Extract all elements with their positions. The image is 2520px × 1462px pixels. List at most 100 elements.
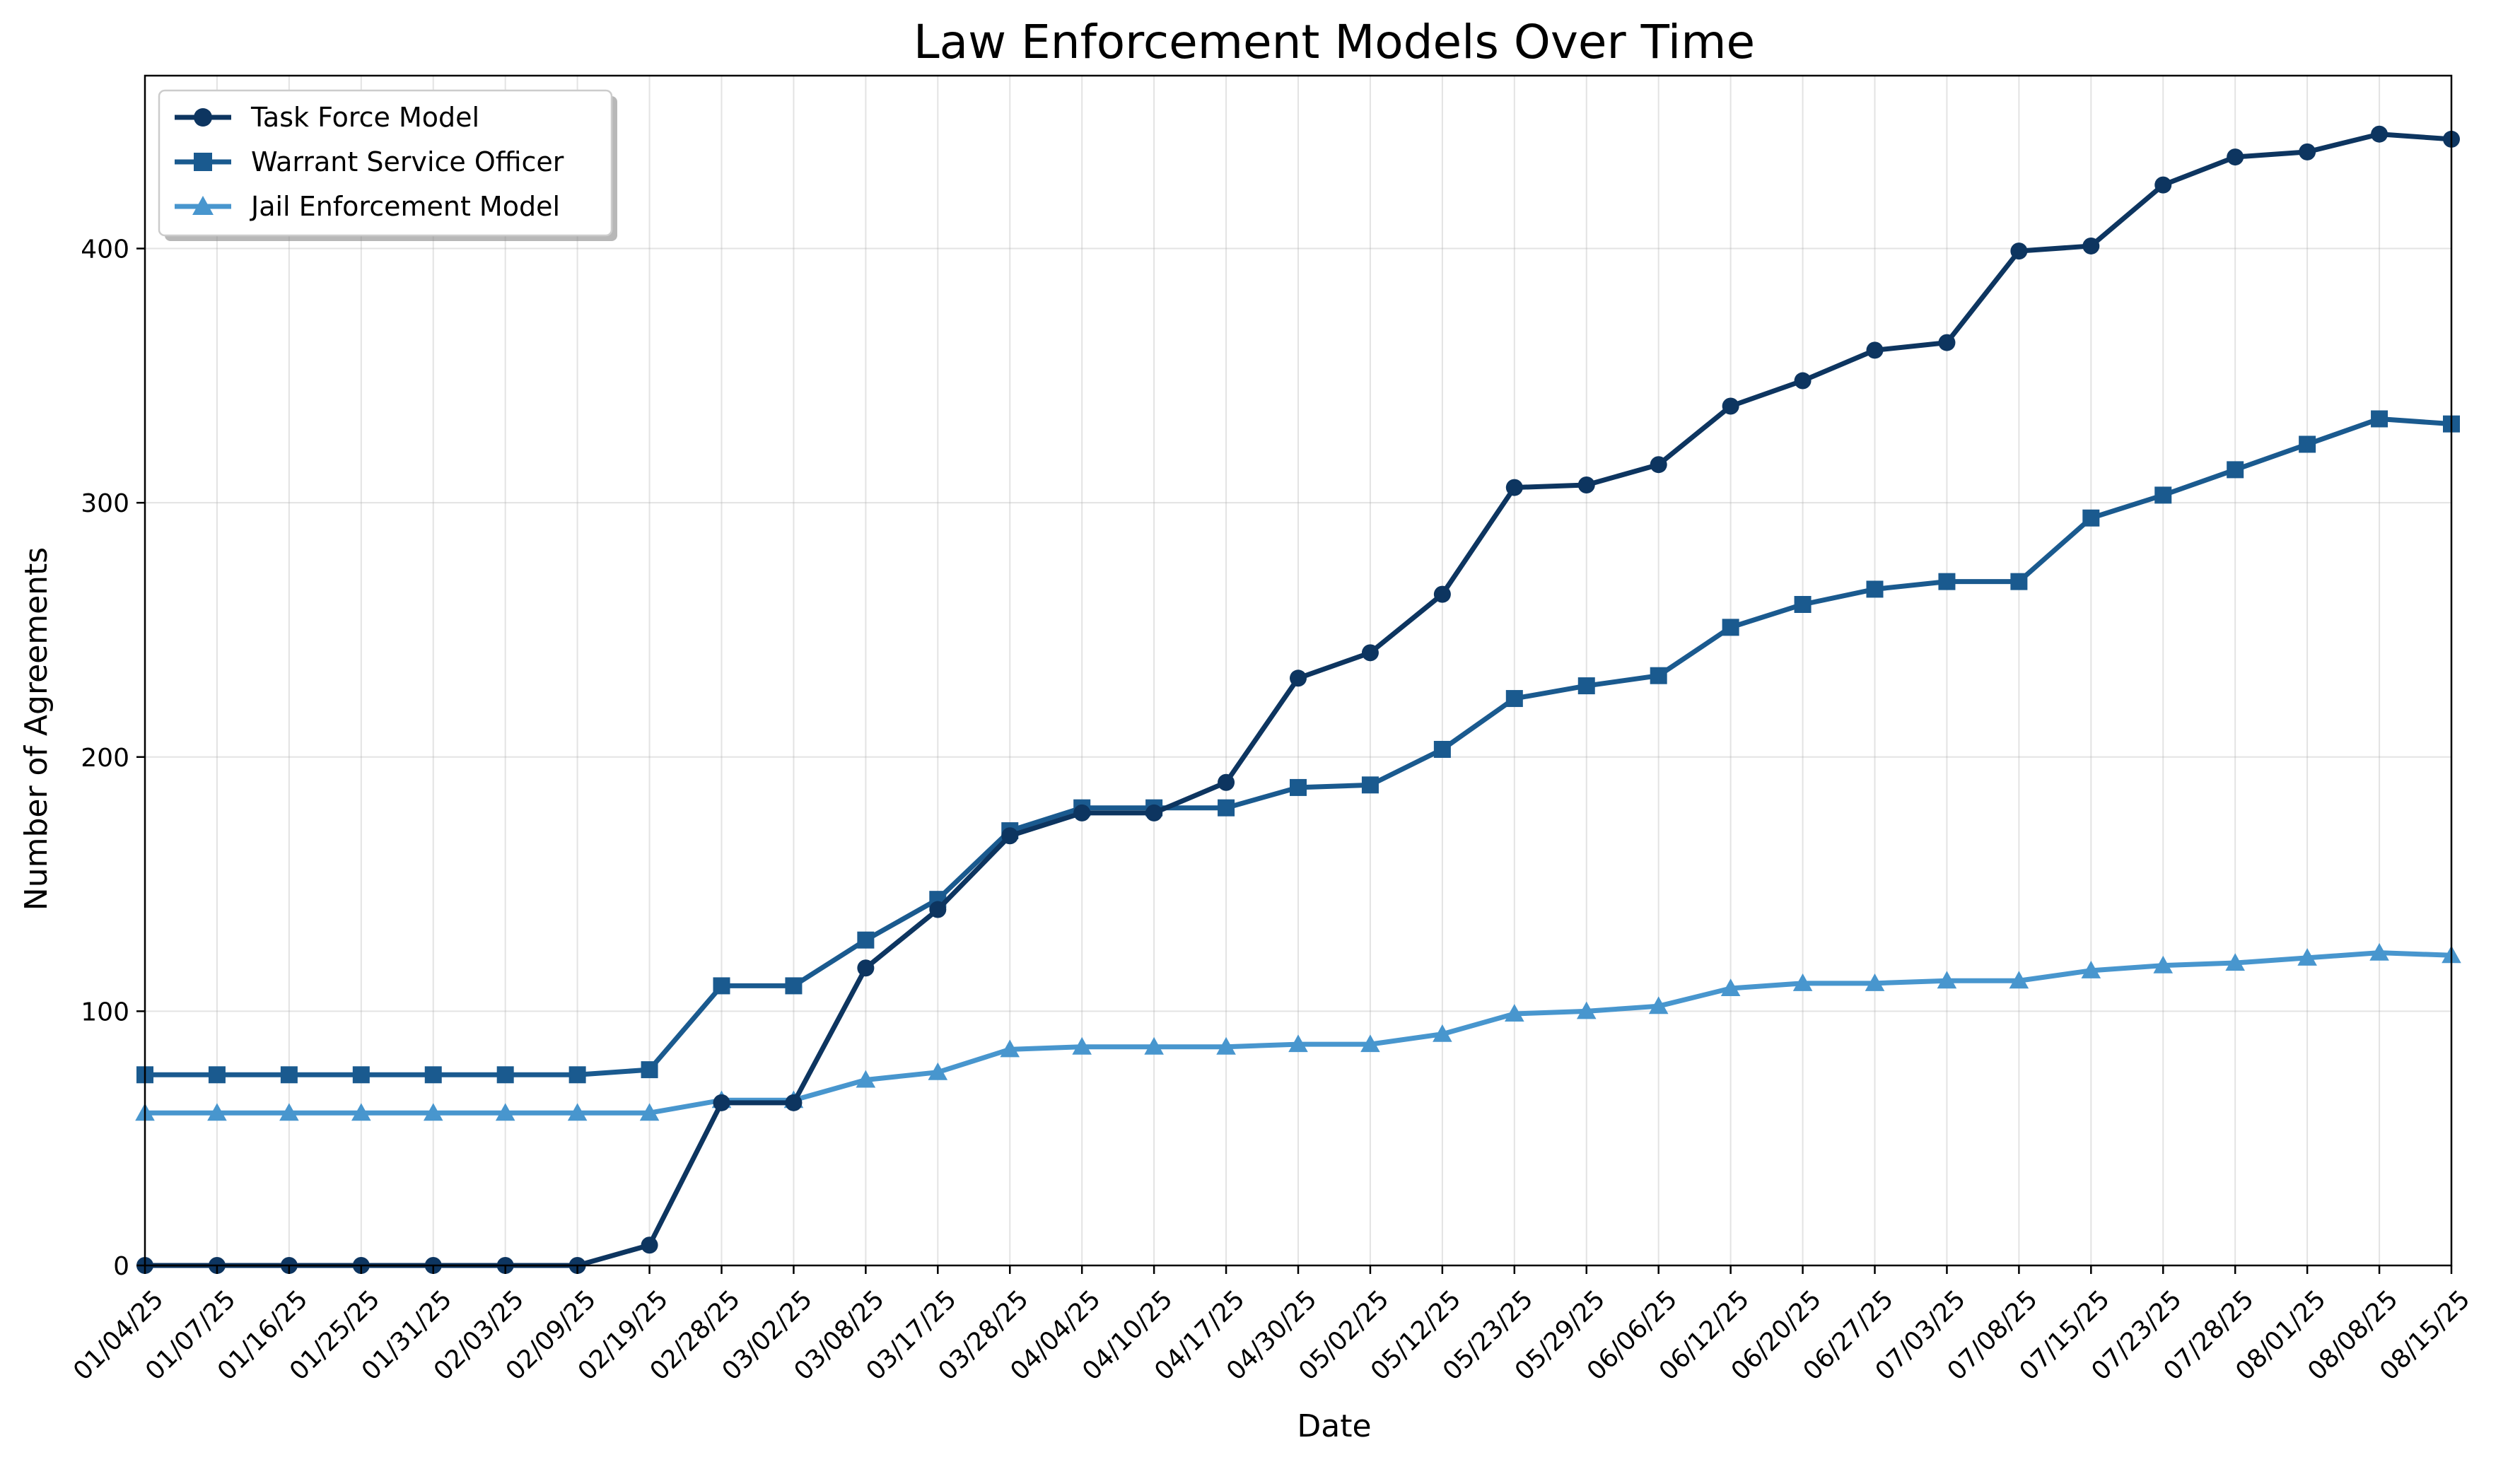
data-point-triangle xyxy=(1792,973,1813,991)
data-point-triangle xyxy=(192,196,214,215)
data-point-square xyxy=(1650,667,1667,684)
data-point-square xyxy=(2010,573,2028,590)
data-point-circle xyxy=(1866,341,1884,359)
data-point-square xyxy=(1361,776,1379,794)
data-point-circle xyxy=(2154,176,2172,194)
y-tick-label: 0 xyxy=(113,1252,129,1281)
data-point-square xyxy=(2299,435,2316,453)
data-point-triangle xyxy=(2153,955,2174,973)
data-point-square xyxy=(424,1066,442,1084)
data-point-triangle xyxy=(207,1103,227,1121)
data-point-square xyxy=(496,1066,514,1084)
data-point-square xyxy=(1290,778,1307,796)
data-point-triangle xyxy=(2081,961,2101,978)
data-point-triangle xyxy=(1505,1004,1524,1022)
data-point-circle xyxy=(1433,585,1451,603)
data-point-square xyxy=(2371,410,2388,428)
y-axis: 0 100 200 300 400 xyxy=(81,235,145,1281)
data-point-triangle xyxy=(639,1103,660,1121)
data-point-circle xyxy=(785,1094,803,1111)
data-point-square xyxy=(568,1066,586,1084)
legend: Task Force Model Warrant Service Officer J… xyxy=(158,89,617,241)
data-point-square xyxy=(2227,461,2244,479)
data-point-circle xyxy=(1290,669,1307,687)
data-point-circle xyxy=(2227,148,2244,166)
data-point-triangle xyxy=(1000,1039,1020,1058)
data-point-circle xyxy=(1794,372,1812,390)
data-point-triangle xyxy=(1576,1001,1597,1019)
data-point-square xyxy=(1505,690,1523,708)
legend-label: Warrant Service Officer xyxy=(251,146,564,177)
data-point-circle xyxy=(2299,143,2316,160)
data-point-square xyxy=(713,977,730,995)
chart-title: Law Enforcement Models Over Time xyxy=(914,15,1755,69)
data-point-triangle xyxy=(495,1103,515,1121)
data-point-triangle xyxy=(351,1103,371,1121)
data-point-square xyxy=(1577,677,1595,695)
data-point-triangle xyxy=(2225,953,2245,971)
data-point-square xyxy=(194,153,212,171)
data-point-triangle xyxy=(279,1103,299,1121)
legend-entry: Jail Enforcement Model xyxy=(175,191,560,222)
data-point-circle xyxy=(929,901,947,918)
data-point-square xyxy=(1722,619,1739,636)
data-point-circle xyxy=(1650,456,1667,474)
data-point-triangle xyxy=(928,1062,948,1080)
data-point-triangle xyxy=(2009,971,2029,989)
data-point-square xyxy=(1866,580,1884,598)
data-point-circle xyxy=(1218,773,1235,791)
legend-box xyxy=(158,89,613,237)
data-point-triangle xyxy=(1360,1034,1380,1053)
y-tick-label: 400 xyxy=(81,235,129,264)
legend-label: Jail Enforcement Model xyxy=(250,191,560,222)
legend-label: Task Force Model xyxy=(250,102,479,133)
y-axis-label: Number of Agreements xyxy=(18,547,54,911)
data-point-circle xyxy=(1505,479,1523,496)
data-point-triangle xyxy=(1865,973,1885,991)
data-point-circle xyxy=(857,959,875,977)
data-point-triangle xyxy=(2369,942,2389,961)
data-point-triangle xyxy=(1648,996,1669,1014)
legend-entry: Warrant Service Officer xyxy=(175,146,564,177)
data-point-circle xyxy=(1073,804,1091,821)
data-point-square xyxy=(208,1066,226,1084)
data-point-square xyxy=(2082,509,2100,527)
x-axis-label: Date xyxy=(1297,1408,1371,1444)
data-point-square xyxy=(1938,573,1956,590)
data-point-square xyxy=(352,1066,370,1084)
data-point-triangle xyxy=(1937,971,1957,989)
data-point-triangle xyxy=(1144,1036,1164,1055)
data-point-triangle xyxy=(2297,948,2317,966)
data-point-circle xyxy=(194,108,212,127)
y-tick-label: 200 xyxy=(81,744,129,773)
data-point-circle xyxy=(1722,397,1739,415)
y-tick-label: 300 xyxy=(81,489,129,518)
data-point-square xyxy=(785,977,803,995)
data-point-circle xyxy=(1577,476,1595,493)
data-point-triangle xyxy=(423,1103,443,1121)
data-point-circle xyxy=(641,1236,658,1254)
data-point-triangle xyxy=(1216,1036,1236,1055)
data-point-circle xyxy=(2371,125,2388,143)
data-point-triangle xyxy=(856,1070,876,1088)
data-point-square xyxy=(1794,596,1812,613)
data-point-triangle xyxy=(1720,978,1741,997)
data-point-square xyxy=(1433,740,1451,758)
data-point-circle xyxy=(1938,334,1956,351)
data-point-square xyxy=(280,1066,298,1084)
legend-entry: Task Force Model xyxy=(175,102,479,133)
data-point-circle xyxy=(713,1094,730,1111)
data-point-circle xyxy=(1145,804,1163,821)
data-point-triangle xyxy=(1433,1024,1452,1042)
data-point-square xyxy=(2154,486,2172,504)
data-point-triangle xyxy=(567,1103,588,1121)
y-tick-label: 100 xyxy=(81,998,129,1027)
data-point-circle xyxy=(2010,242,2028,260)
data-point-circle xyxy=(2082,237,2100,255)
data-point-circle xyxy=(1001,827,1019,845)
data-point-square xyxy=(1218,799,1235,817)
data-point-circle xyxy=(1361,644,1379,662)
data-point-square xyxy=(857,931,875,949)
data-point-triangle xyxy=(1072,1036,1092,1055)
